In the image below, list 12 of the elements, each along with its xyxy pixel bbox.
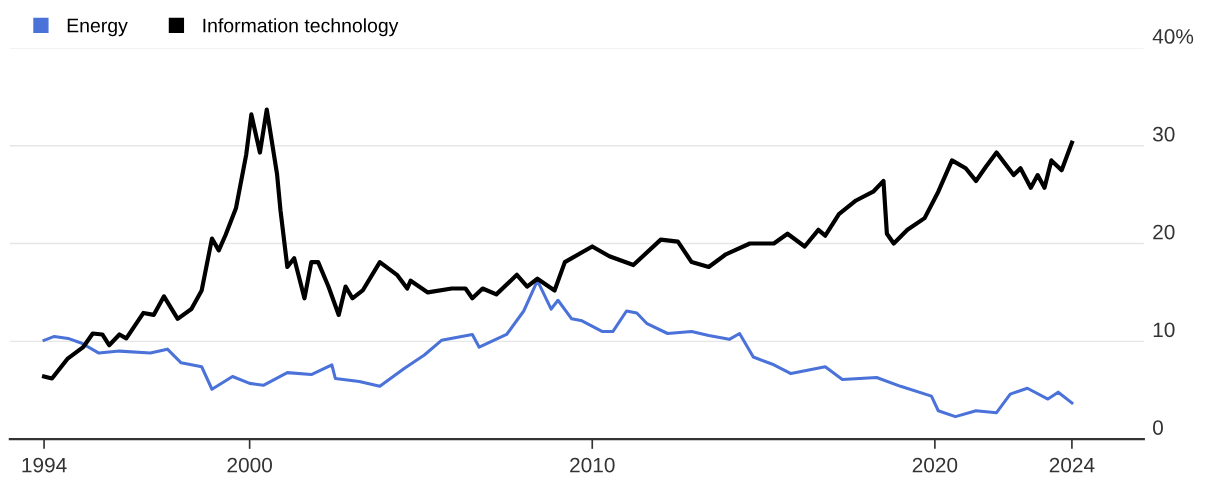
x-tick-label: 2010 — [570, 457, 615, 473]
y-tick-label: 10 — [1153, 322, 1175, 338]
x-tick-label: 2024 — [1049, 457, 1095, 473]
legend-label: Information technology — [203, 18, 399, 37]
y-tick-label: 0 — [1153, 420, 1163, 435]
y-tick-label: 40% — [1152, 29, 1194, 44]
y-tick-label: 30 — [1152, 126, 1175, 142]
x-tick-label: 2000 — [227, 457, 272, 473]
legend-label: Energy — [67, 18, 128, 37]
y-tick-label: 20 — [1153, 224, 1175, 240]
x-tick-label: 2020 — [912, 457, 958, 473]
x-tick-label: 1994 — [22, 457, 67, 473]
